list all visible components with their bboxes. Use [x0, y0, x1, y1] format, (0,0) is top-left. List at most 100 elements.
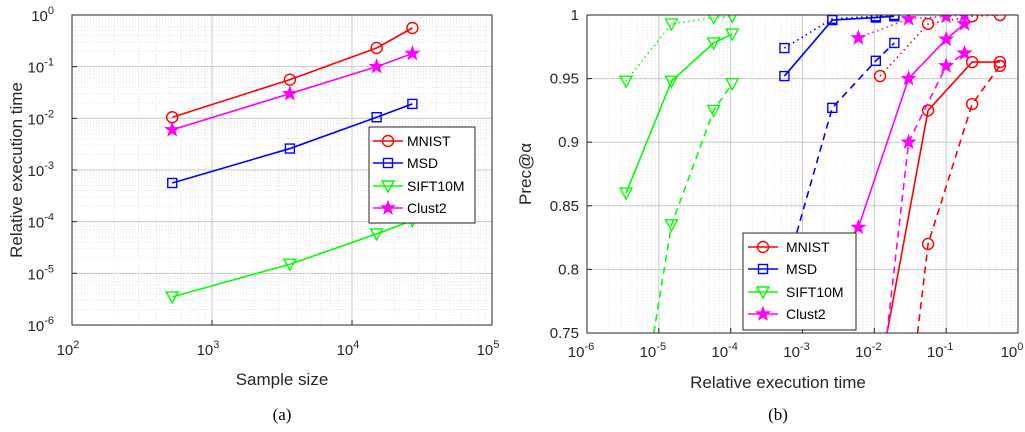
legend-b: MNIST MSD SIFT10M Clust2	[742, 232, 857, 331]
series-line	[783, 15, 895, 77]
tick-exponent: 3	[213, 339, 219, 351]
data-point	[381, 134, 395, 148]
tick-base: 10	[783, 344, 800, 361]
data-point	[900, 15, 917, 26]
y-tick-label: 0.85	[550, 198, 579, 215]
x-tick-label: 103	[197, 339, 220, 359]
data-point	[706, 37, 721, 51]
series-line	[879, 15, 1000, 77]
data-point	[889, 15, 900, 22]
data-point	[282, 258, 298, 272]
series-line	[172, 52, 413, 131]
data-point	[664, 219, 679, 233]
series-line	[886, 61, 1000, 333]
y-tick-label: 10-3	[28, 160, 54, 180]
data-point	[850, 29, 867, 45]
data-point	[407, 98, 418, 110]
data-point	[755, 286, 771, 300]
legend-entry-sift10m-b: SIFT10M	[748, 284, 844, 300]
tick-exponent: -6	[44, 315, 54, 327]
data-point	[164, 121, 181, 137]
tick-exponent: 4	[353, 339, 359, 351]
tick-base: 10	[568, 344, 585, 361]
legend-label: MNIST	[407, 133, 451, 149]
y-tick-label: 10-5	[28, 263, 54, 283]
y-tick-label: 10-2	[28, 108, 54, 128]
data-point	[370, 41, 383, 55]
y-tick-label: 0.95	[550, 71, 579, 88]
series-line	[652, 83, 733, 333]
data-point	[938, 57, 955, 73]
data-point	[283, 73, 297, 86]
data-point	[708, 15, 720, 26]
tick-exponent: 5	[493, 339, 499, 351]
data-point	[873, 69, 887, 83]
data-point	[827, 15, 838, 26]
x-axis-label-b: Relative execution time	[690, 373, 866, 392]
series-mnist-dotted	[873, 15, 1007, 83]
data-point	[725, 77, 740, 92]
series-line	[886, 52, 965, 333]
y-ticks-b: 0.75 0.8 0.85 0.9 0.95 1	[550, 7, 592, 342]
data-point	[284, 143, 296, 154]
y-tick-label: 10-1	[28, 57, 54, 77]
legend-label: Clust2	[786, 306, 826, 322]
tick-exponent: -5	[44, 263, 54, 275]
tick-exponent: 0	[1017, 341, 1023, 353]
data-point	[779, 42, 790, 54]
legend-label: MSD	[407, 155, 438, 171]
tick-exponent: -2	[44, 108, 54, 120]
y-tick-label: 10-4	[28, 212, 54, 232]
x-tick-label: 10-4	[711, 341, 737, 361]
series-line	[625, 33, 733, 194]
x-tick-label: 10-2	[855, 341, 881, 361]
data-point	[664, 18, 679, 32]
data-point	[779, 70, 790, 82]
x-tick-label: 10-6	[568, 341, 594, 361]
tick-base: 10	[855, 344, 872, 361]
x-tick-label: 104	[337, 339, 360, 359]
data-point	[889, 15, 900, 21]
x-ticks-a: 102 103 104 105	[57, 320, 499, 359]
tick-exponent: -4	[44, 212, 54, 224]
tick-base: 10	[28, 266, 45, 283]
tick-exponent: -1	[944, 341, 954, 353]
data-point	[921, 17, 935, 31]
y-tick-label: 100	[31, 5, 54, 25]
tick-base: 10	[28, 215, 45, 232]
data-point	[956, 44, 973, 60]
data-point	[965, 55, 979, 69]
data-point	[404, 45, 421, 61]
y-tick-label: 0.75	[550, 325, 579, 342]
data-point	[380, 180, 396, 194]
data-point	[618, 187, 634, 201]
tick-base: 10	[711, 344, 728, 361]
tick-base: 10	[337, 342, 354, 359]
data-point	[167, 177, 178, 189]
data-point	[165, 291, 180, 305]
data-point	[379, 199, 397, 215]
x-tick-label: 102	[57, 339, 80, 359]
tick-base: 10	[640, 344, 657, 361]
x-tick-label: 100	[1001, 341, 1024, 361]
chart-b: 10-6 10-5 10-4 10-3 10-2 10-1 100 0.750.80.850…	[516, 7, 1023, 424]
legend-label: MNIST	[786, 239, 830, 255]
series-sift10m-solid	[618, 28, 740, 201]
series-clust2-dashed	[886, 44, 973, 333]
tick-base: 10	[28, 111, 45, 128]
data-point	[870, 55, 882, 66]
data-point	[371, 112, 382, 123]
series-clust2-solid	[850, 15, 973, 235]
chart-a: 102 103 104 105 10-610-510-410-310-210-1100…	[7, 5, 499, 424]
tick-exponent: -5	[656, 341, 666, 353]
data-point	[706, 104, 721, 118]
series-line	[792, 42, 895, 245]
y-tick-label: 0.8	[558, 261, 579, 278]
tick-base: 10	[57, 342, 74, 359]
data-point	[727, 15, 737, 24]
tick-base: 10	[31, 8, 48, 25]
tick-base: 10	[1001, 344, 1018, 361]
series-line	[172, 103, 413, 184]
